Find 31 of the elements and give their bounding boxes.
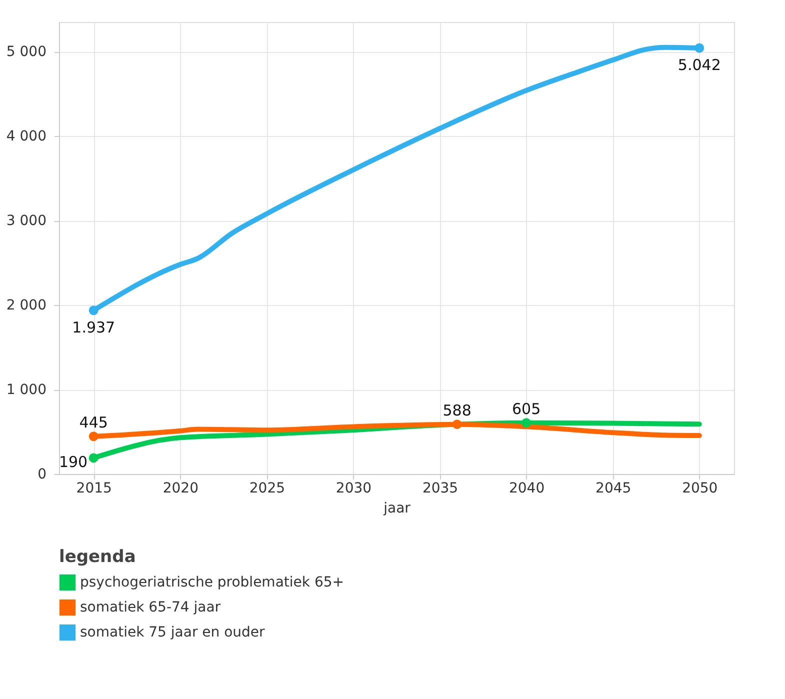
point <box>88 432 98 442</box>
y-tick-label: 4 000 <box>6 128 46 145</box>
data-label: 1.937 <box>72 318 116 336</box>
data-label: 445 <box>79 413 108 432</box>
data-label: 588 <box>442 401 472 420</box>
y-tick-label: 1 000 <box>6 382 46 398</box>
x-axis-title: jaar <box>382 500 411 516</box>
y-tick-label: 0 <box>38 466 46 482</box>
point <box>88 453 98 463</box>
x-tick-label: 2050 <box>682 480 718 496</box>
point <box>522 418 532 428</box>
y-tick-label: 5 000 <box>6 44 46 60</box>
data-label: 605 <box>512 400 541 418</box>
point <box>694 43 704 53</box>
x-tick-label: 2030 <box>336 480 372 496</box>
legend-label: somatiek 75 jaar en ouder <box>80 624 266 640</box>
x-tick-label: 2025 <box>249 480 286 496</box>
point <box>452 420 462 430</box>
y-tick-label: 3 000 <box>6 213 46 230</box>
legend-title: legenda <box>59 547 136 567</box>
y-tick-label: 2 000 <box>6 298 46 314</box>
x-tick-label: 2035 <box>422 480 458 496</box>
data-label: 190 <box>58 452 88 471</box>
legend-label: psychogeriatrische problematiek 65+ <box>80 574 344 590</box>
x-tick-label: 2015 <box>76 480 112 496</box>
x-tick-label: 2040 <box>508 480 545 496</box>
legend-label: somatiek 65-74 jaar <box>80 600 221 616</box>
x-tick-label: 2045 <box>596 480 632 496</box>
x-tick-label: 2020 <box>162 480 198 496</box>
data-label: 5.042 <box>678 56 721 74</box>
point <box>88 306 98 316</box>
